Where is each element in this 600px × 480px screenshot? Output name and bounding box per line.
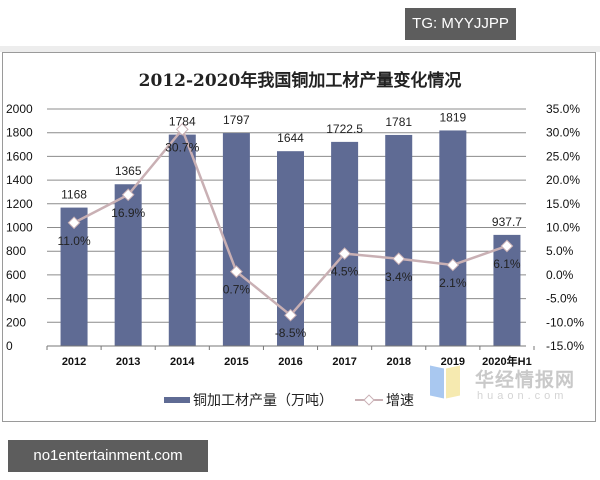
bar-value-label: 1784: [169, 115, 196, 129]
watermark: 华经情报网 huaon.com: [430, 363, 590, 409]
bar: [222, 133, 250, 346]
growth-value-label: 3.4%: [385, 270, 413, 284]
legend: 铜加工材产量（万吨） 增速: [164, 390, 414, 410]
tg-badge: TG: MYYJJPP: [405, 8, 516, 40]
bar-value-label: 1365: [115, 164, 142, 178]
watermark-logo-icon-yellow: [446, 365, 460, 399]
site-badge: no1entertainment.com: [8, 440, 208, 472]
chart-title: 2012-2020年我国铜加工材产量变化情况: [138, 71, 462, 91]
left-tick-label: 1400: [6, 173, 33, 187]
bar-value-label: 1168: [61, 188, 87, 202]
left-tick-label: 600: [6, 268, 26, 282]
watermark-en: huaon.com: [477, 390, 568, 402]
left-tick-label: 0: [6, 339, 13, 353]
line-marker: [175, 123, 189, 136]
right-tick-label: 10.0%: [546, 221, 580, 235]
bar-value-label: 1797: [223, 113, 250, 127]
bar-series: [60, 130, 521, 346]
right-tick-label: 30.0%: [546, 126, 580, 140]
divider-band: [0, 46, 600, 52]
growth-value-label: 11.0%: [57, 234, 90, 248]
left-tick-label: 400: [6, 292, 26, 306]
line-marker: [446, 258, 460, 272]
x-category-label: 2018: [386, 356, 410, 368]
x-category-label: 2012: [62, 356, 86, 368]
right-tick-label: 15.0%: [546, 197, 580, 211]
x-category-label: 2016: [278, 356, 302, 368]
left-tick-label: 1800: [6, 126, 33, 140]
x-category-label: 2015: [224, 356, 248, 368]
line-marker: [230, 265, 243, 278]
data-labels: 1168 1365 1784 1797 1644 1722.5 1781 1819 937.7 1…: [57, 110, 522, 340]
left-tick-label: 1200: [6, 197, 33, 211]
legend-line-swatch: [355, 394, 383, 406]
legend-line-label: 增速: [386, 392, 414, 408]
line-marker: [392, 252, 406, 266]
bar: [168, 134, 196, 346]
bar-value-label: 1722.5: [326, 122, 363, 136]
bar: [331, 141, 359, 346]
left-tick-label: 1600: [6, 149, 33, 163]
right-tick-label: 0.0%: [546, 268, 574, 282]
left-tick-label: 2000: [6, 102, 33, 116]
bar-value-label: 1644: [277, 131, 304, 145]
legend-bar-label: 铜加工材产量（万吨）: [193, 392, 333, 408]
x-category-label: 2014: [170, 356, 195, 368]
x-category-label: 2019: [441, 356, 465, 368]
growth-value-label: 6.1%: [493, 257, 521, 271]
bar: [114, 184, 142, 346]
growth-value-label: 4.5%: [331, 265, 359, 279]
bar-value-label: 1819: [439, 110, 466, 124]
bar: [385, 134, 413, 346]
right-tick-label: -10.0%: [546, 315, 584, 329]
growth-value-label: 30.7%: [165, 140, 199, 154]
x-category-label: 2017: [332, 356, 356, 368]
x-category-label: 2013: [116, 356, 140, 368]
line-series: [67, 123, 514, 322]
line-marker: [500, 239, 514, 253]
growth-value-label: -8.5%: [275, 326, 307, 340]
x-category-label: 2020年H1: [482, 354, 532, 368]
bar: [60, 207, 88, 346]
line-marker: [121, 188, 135, 202]
growth-value-label: 0.7%: [223, 283, 251, 297]
legend-bar-swatch: [164, 397, 190, 403]
axes: 0 200 400 600 800 1000 1200 1400 1600 1800 2000 -15…: [6, 102, 584, 368]
line-marker: [67, 216, 81, 230]
bar-value-label: 1781: [385, 115, 412, 129]
line-marker: [284, 308, 297, 322]
left-tick-label: 800: [6, 244, 26, 258]
growth-value-label: 2.1%: [439, 276, 467, 290]
watermark-logo-icon: [430, 365, 444, 399]
line-marker: [338, 247, 351, 260]
left-tick-label: 1000: [6, 221, 33, 235]
bar: [493, 234, 521, 346]
right-tick-label: 5.0%: [546, 244, 574, 258]
right-tick-label: 20.0%: [546, 173, 580, 187]
watermark-cn: 华经情报网: [475, 370, 576, 391]
right-tick-label: 25.0%: [546, 149, 580, 163]
bar: [439, 130, 467, 346]
growth-value-label: 16.9%: [111, 206, 145, 220]
bar-value-label: 937.7: [492, 215, 522, 229]
left-tick-label: 200: [6, 315, 26, 329]
right-tick-label: -15.0%: [546, 339, 584, 353]
right-tick-label: -5.0%: [546, 292, 578, 306]
right-tick-label: 35.0%: [546, 102, 580, 116]
